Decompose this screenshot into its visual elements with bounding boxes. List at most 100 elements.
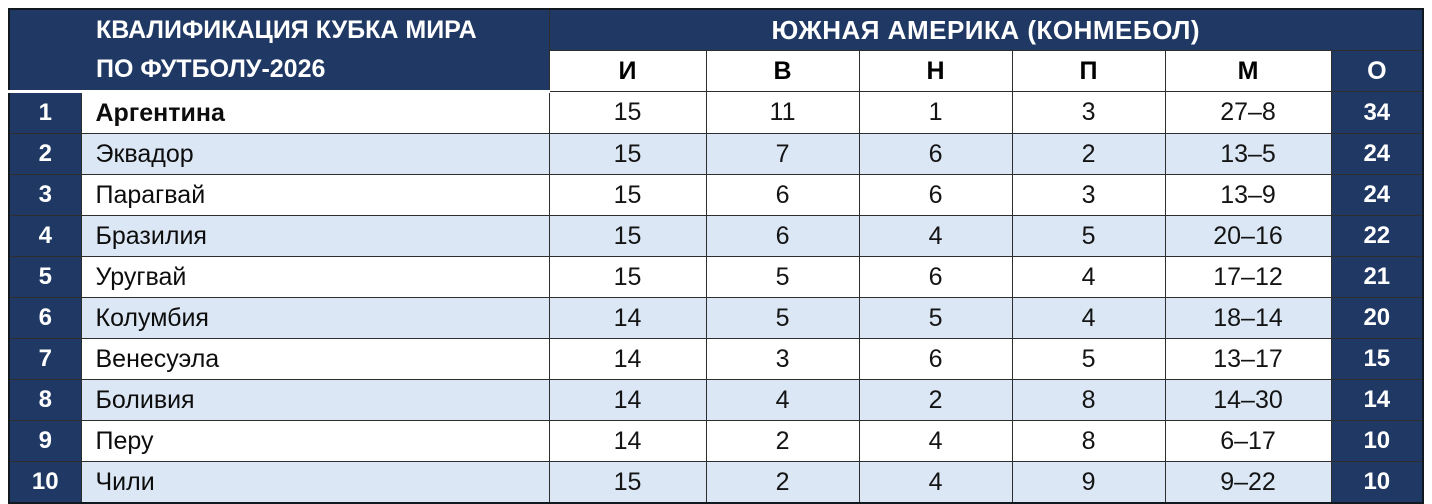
wins-cell: 2 <box>705 420 860 462</box>
table-row: 7 Венесуэла 14 3 6 5 13–17 15 <box>8 338 1424 380</box>
losses-cell: 4 <box>1011 297 1166 339</box>
points-cell: 10 <box>1330 461 1424 504</box>
wins-cell: 6 <box>705 174 860 216</box>
wins-cell: 3 <box>705 338 860 380</box>
goals-cell: 27–8 <box>1164 91 1332 134</box>
rank-cell: 10 <box>8 461 82 504</box>
played-cell: 15 <box>548 215 707 257</box>
rank-cell: 2 <box>8 133 82 175</box>
team-name: Аргентина <box>80 91 550 134</box>
goals-cell: 13–5 <box>1164 133 1332 175</box>
played-cell: 14 <box>548 338 707 380</box>
wins-cell: 11 <box>705 91 860 134</box>
title-line-2: ПО ФУТБОЛУ-2026 <box>96 55 326 83</box>
table-row: 6 Колумбия 14 5 5 4 18–14 20 <box>8 297 1424 339</box>
wins-cell: 6 <box>705 215 860 257</box>
table-row: 10 Чили 15 2 4 9 9–22 10 <box>8 461 1424 504</box>
losses-cell: 5 <box>1011 215 1166 257</box>
team-name: Боливия <box>80 379 550 421</box>
rank-cell: 6 <box>8 297 82 339</box>
losses-cell: 8 <box>1011 420 1166 462</box>
team-name: Уругвай <box>80 256 550 298</box>
goals-cell: 20–16 <box>1164 215 1332 257</box>
table-row: 9 Перу 14 2 4 8 6–17 10 <box>8 420 1424 462</box>
wins-cell: 4 <box>705 379 860 421</box>
draws-cell: 6 <box>858 133 1013 175</box>
column-header-draws: Н <box>858 50 1013 92</box>
rank-cell: 9 <box>8 420 82 462</box>
played-cell: 14 <box>548 420 707 462</box>
team-name: Венесуэла <box>80 338 550 380</box>
team-name: Парагвай <box>80 174 550 216</box>
points-cell: 15 <box>1330 338 1424 380</box>
team-name: Чили <box>80 461 550 504</box>
points-cell: 14 <box>1330 379 1424 421</box>
losses-cell: 4 <box>1011 256 1166 298</box>
losses-cell: 3 <box>1011 174 1166 216</box>
draws-cell: 2 <box>858 379 1013 421</box>
goals-cell: 13–17 <box>1164 338 1332 380</box>
losses-cell: 9 <box>1011 461 1166 504</box>
draws-cell: 5 <box>858 297 1013 339</box>
draws-cell: 6 <box>858 256 1013 298</box>
team-name: Перу <box>80 420 550 462</box>
rank-cell: 1 <box>8 91 82 134</box>
losses-cell: 8 <box>1011 379 1166 421</box>
table-row: 5 Уругвай 15 5 6 4 17–12 21 <box>8 256 1424 298</box>
losses-cell: 5 <box>1011 338 1166 380</box>
standings-table: КВАЛИФИКАЦИЯ КУБКА МИРА ПО ФУТБОЛУ-2026 … <box>8 8 1425 504</box>
points-cell: 24 <box>1330 133 1424 175</box>
column-header-wins: В <box>705 50 860 92</box>
points-cell: 20 <box>1330 297 1424 339</box>
rank-cell: 5 <box>8 256 82 298</box>
points-cell: 21 <box>1330 256 1424 298</box>
played-cell: 15 <box>548 461 707 504</box>
rank-cell: 8 <box>8 379 82 421</box>
confederation-header: ЮЖНАЯ АМЕРИКА (КОНМЕБОЛ) <box>548 8 1424 51</box>
goals-cell: 6–17 <box>1164 420 1332 462</box>
wins-cell: 7 <box>705 133 860 175</box>
table-row: 1 Аргентина 15 11 1 3 27–8 34 <box>8 91 1424 134</box>
standings-body: 1 Аргентина 15 11 1 3 27–8 34 2 Эквадор 15 7 6 2 13–5 2… <box>8 91 1424 504</box>
draws-cell: 6 <box>858 174 1013 216</box>
wins-cell: 5 <box>705 297 860 339</box>
rank-cell: 4 <box>8 215 82 257</box>
table-row: 2 Эквадор 15 7 6 2 13–5 24 <box>8 133 1424 175</box>
played-cell: 14 <box>548 379 707 421</box>
table-row: 4 Бразилия 15 6 4 5 20–16 22 <box>8 215 1424 257</box>
header-row-title: КВАЛИФИКАЦИЯ КУБКА МИРА ПО ФУТБОЛУ-2026 … <box>8 8 1424 93</box>
table-row: 3 Парагвай 15 6 6 3 13–9 24 <box>8 174 1424 216</box>
rank-cell: 3 <box>8 174 82 216</box>
team-name: Колумбия <box>80 297 550 339</box>
goals-cell: 17–12 <box>1164 256 1332 298</box>
column-header-played: И <box>548 50 707 92</box>
wins-cell: 5 <box>705 256 860 298</box>
draws-cell: 1 <box>858 91 1013 134</box>
played-cell: 15 <box>548 256 707 298</box>
column-header-losses: П <box>1011 50 1166 92</box>
losses-cell: 2 <box>1011 133 1166 175</box>
title-line-1: КВАЛИФИКАЦИЯ КУБКА МИРА <box>96 16 477 45</box>
table-row: 8 Боливия 14 4 2 8 14–30 14 <box>8 379 1424 421</box>
points-cell: 24 <box>1330 174 1424 216</box>
goals-cell: 13–9 <box>1164 174 1332 216</box>
points-cell: 10 <box>1330 420 1424 462</box>
played-cell: 14 <box>548 297 707 339</box>
draws-cell: 4 <box>858 461 1013 504</box>
rank-cell: 7 <box>8 338 82 380</box>
points-cell: 34 <box>1330 91 1424 134</box>
wins-cell: 2 <box>705 461 860 504</box>
header-row-columns: И В Н П М О <box>9 50 1424 92</box>
played-cell: 15 <box>548 174 707 216</box>
goals-cell: 18–14 <box>1164 297 1332 339</box>
column-header-goals: М <box>1164 50 1332 92</box>
points-cell: 22 <box>1330 215 1424 257</box>
goals-cell: 14–30 <box>1164 379 1332 421</box>
played-cell: 15 <box>548 91 707 134</box>
column-header-points: О <box>1330 50 1424 92</box>
draws-cell: 6 <box>858 338 1013 380</box>
draws-cell: 4 <box>858 420 1013 462</box>
goals-cell: 9–22 <box>1164 461 1332 504</box>
draws-cell: 4 <box>858 215 1013 257</box>
